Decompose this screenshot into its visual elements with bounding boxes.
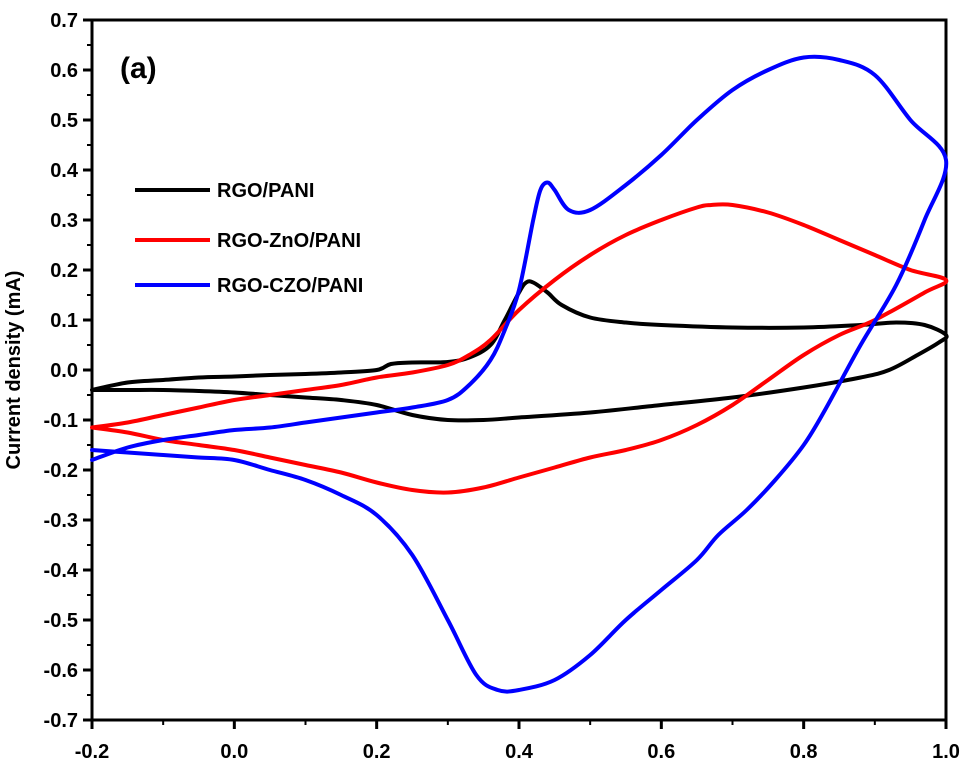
legend-label-rgo-pani: RGO/PANI <box>217 180 314 202</box>
y-tick-label: -0.4 <box>44 560 79 582</box>
y-tick-label: -0.2 <box>44 460 78 482</box>
x-tick-label: -0.2 <box>75 741 109 763</box>
series-line-rgo-zno-pani <box>90 202 949 495</box>
x-tick-label: 1.0 <box>932 741 960 763</box>
legend-label-rgo-zno-pani: RGO-ZnO/PANI <box>217 230 361 252</box>
panel-label: (a) <box>120 52 157 85</box>
series-line-rgo-pani <box>90 279 949 423</box>
plot-frame <box>90 18 948 722</box>
ticks-group: -0.2 0.0 0.2 0.4 0.6 0.8 1.0 -0.7 -0.6 -0.5 -0.4 -0… <box>44 10 960 763</box>
x-tick-label: 0.0 <box>220 741 248 763</box>
y-tick-label: 0.3 <box>50 210 78 232</box>
y-tick-label: -0.6 <box>44 660 78 682</box>
legend-label-rgo-czo-pani: RGO-CZO/PANI <box>217 275 363 297</box>
axes-group <box>90 18 948 722</box>
y-tick-label: 0.6 <box>50 60 78 82</box>
x-tick-label: 0.8 <box>790 741 818 763</box>
y-tick-label: -0.3 <box>44 510 78 532</box>
y-tick-label: 0.1 <box>50 310 78 332</box>
x-tick-label: 0.4 <box>505 741 534 763</box>
y-axis-title: Current density (mA) <box>3 271 25 470</box>
y-tick-label: 0.4 <box>50 160 79 182</box>
y-tick-label: -0.1 <box>44 410 78 432</box>
y-tick-label: 0.2 <box>50 260 78 282</box>
y-tick-label: 0.7 <box>50 10 78 32</box>
y-tick-label: 0.5 <box>50 110 78 132</box>
x-tick-label: 0.6 <box>647 741 675 763</box>
legend: RGO/PANI RGO-ZnO/PANI RGO-CZO/PANI <box>135 180 363 297</box>
y-tick-label: -0.7 <box>44 710 78 732</box>
series-group <box>90 54 949 694</box>
x-tick-label: 0.2 <box>363 741 391 763</box>
y-tick-label: 0.0 <box>50 360 78 382</box>
series-line-rgo-czo-pani <box>90 54 949 694</box>
y-tick-label: -0.5 <box>44 610 78 632</box>
